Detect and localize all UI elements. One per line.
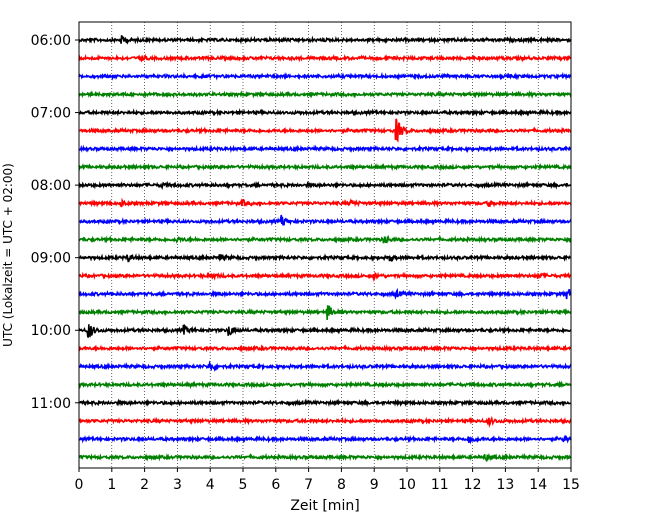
trace-0900 bbox=[78, 253, 572, 263]
trace-1130 bbox=[78, 434, 572, 445]
trace-1000 bbox=[78, 323, 572, 338]
x-tick-label: 10 bbox=[398, 477, 416, 493]
x-tick-label: 15 bbox=[562, 477, 580, 493]
x-tick-label: 14 bbox=[529, 477, 547, 493]
trace-1030 bbox=[78, 360, 572, 372]
grid-lines bbox=[111, 22, 539, 468]
trace-0630 bbox=[78, 71, 572, 81]
seismogram-traces bbox=[78, 35, 572, 463]
trace-1145 bbox=[78, 452, 572, 463]
trace-0745 bbox=[78, 162, 572, 172]
x-tick-label: 12 bbox=[464, 477, 482, 493]
trace-0730 bbox=[78, 144, 572, 154]
y-tick-label: 07:00 bbox=[31, 106, 71, 122]
x-tick-label: 11 bbox=[431, 477, 449, 493]
y-tick-label: 09:00 bbox=[31, 251, 71, 267]
trace-0945 bbox=[78, 305, 572, 320]
y-tick-label: 08:00 bbox=[31, 178, 71, 194]
trace-0915 bbox=[78, 271, 572, 283]
trace-0645 bbox=[78, 90, 572, 100]
trace-1015 bbox=[78, 344, 572, 353]
y-axis-label: UTC (Lokalzeit = UTC + 02:00) bbox=[1, 163, 15, 347]
x-tick-label: 5 bbox=[239, 477, 248, 493]
y-tick-label: 11:00 bbox=[31, 396, 71, 412]
y-tick-label: 06:00 bbox=[31, 33, 71, 49]
trace-1115 bbox=[78, 415, 572, 429]
x-axis-ticks: 0 1 2 3 4 5 6 7 8 9 10 11 12 13 14 15 bbox=[75, 468, 580, 493]
x-tick-label: 0 bbox=[75, 477, 84, 493]
trace-0845 bbox=[78, 234, 572, 244]
x-tick-label: 13 bbox=[496, 477, 514, 493]
y-axis-ticks: 06:00 07:00 08:00 09:00 10:00 11:00 bbox=[31, 33, 79, 412]
trace-0700 bbox=[78, 108, 572, 118]
x-tick-label: 6 bbox=[271, 477, 280, 493]
x-axis-label: Zeit [min] bbox=[290, 498, 359, 514]
trace-0715 bbox=[78, 118, 572, 143]
trace-0930 bbox=[78, 287, 572, 300]
trace-0615 bbox=[78, 53, 572, 63]
plot-frame bbox=[78, 21, 572, 469]
x-tick-label: 4 bbox=[206, 477, 215, 493]
x-tick-label: 8 bbox=[337, 477, 346, 493]
trace-0815 bbox=[78, 197, 572, 208]
x-tick-label: 1 bbox=[107, 477, 116, 493]
trace-0800 bbox=[78, 180, 572, 191]
x-tick-label: 3 bbox=[173, 477, 182, 493]
trace-0830 bbox=[78, 214, 572, 226]
trace-1100 bbox=[78, 398, 572, 408]
trace-1045 bbox=[78, 380, 572, 390]
x-tick-label: 2 bbox=[140, 477, 149, 493]
x-tick-label: 9 bbox=[370, 477, 379, 493]
trace-0600 bbox=[78, 35, 572, 45]
y-tick-label: 10:00 bbox=[31, 323, 71, 339]
x-tick-label: 7 bbox=[304, 477, 313, 493]
